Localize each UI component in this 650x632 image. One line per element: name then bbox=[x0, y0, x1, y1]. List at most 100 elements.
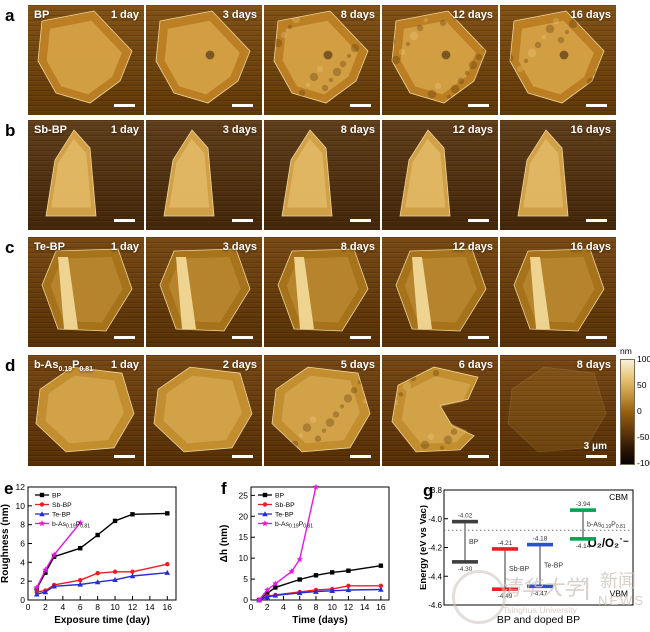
scale-bar bbox=[350, 104, 371, 107]
afm-flake bbox=[153, 366, 253, 453]
day-label: 16 days bbox=[570, 241, 611, 253]
scale-bar bbox=[232, 219, 253, 222]
data-point-marker bbox=[95, 570, 100, 576]
y-tick-label: 10 bbox=[239, 553, 249, 563]
afm-image-c4: 12 days bbox=[382, 237, 498, 347]
afm-flake bbox=[281, 129, 333, 217]
colorbar-tick-label: -50 bbox=[637, 432, 650, 442]
data-point-marker bbox=[77, 581, 84, 587]
flake-highlight bbox=[169, 138, 210, 208]
colorbar-gradient bbox=[620, 359, 635, 465]
legend-label: BP bbox=[275, 493, 285, 500]
legend-marker bbox=[262, 492, 268, 498]
data-point-marker bbox=[33, 584, 40, 591]
data-point-marker bbox=[345, 587, 352, 593]
scale-bar bbox=[350, 219, 371, 222]
cbm-level-bar bbox=[492, 547, 518, 551]
scale-bar-label: 3 μm bbox=[583, 441, 607, 452]
y-tick-label: 2 bbox=[20, 576, 25, 586]
vbm-value: -4.49 bbox=[498, 593, 513, 600]
y-tick-label: -4.2 bbox=[428, 544, 442, 553]
x-tick-label: 2 bbox=[43, 602, 48, 612]
afm-image-a4: 12 days bbox=[382, 5, 498, 115]
afm-image-a2: 3 days bbox=[146, 5, 262, 115]
scale-bar bbox=[232, 104, 253, 107]
afm-flake bbox=[35, 366, 135, 453]
afm-flake bbox=[159, 248, 251, 332]
x-tick-label: 0 bbox=[26, 602, 31, 612]
data-point-marker bbox=[77, 519, 84, 526]
y-tick-label: 0 bbox=[243, 595, 248, 605]
day-label: 16 days bbox=[570, 9, 611, 21]
cbm-value: -4.02 bbox=[458, 513, 473, 520]
y-tick-label: 0 bbox=[20, 595, 25, 605]
afm-flake bbox=[399, 129, 451, 217]
data-point-marker bbox=[78, 546, 83, 551]
scale-bar bbox=[468, 336, 489, 339]
x-tick-label: 16 bbox=[376, 602, 386, 612]
cbm-value: -3.94 bbox=[576, 501, 591, 508]
x-tick-label: 10 bbox=[110, 602, 120, 612]
cbm-value: -4.21 bbox=[498, 540, 513, 547]
afm-image-b1: Sb-BP 1 day bbox=[28, 120, 144, 230]
flake-ridge bbox=[412, 257, 432, 329]
x-tick-label: 2 bbox=[265, 602, 270, 612]
y-axis-title: Δh (nm) bbox=[219, 525, 230, 563]
data-point-marker bbox=[255, 596, 263, 603]
y-axis-title: Energy (eV vs Vac) bbox=[420, 505, 429, 590]
panel-letter-b: b bbox=[5, 121, 16, 140]
data-point-marker bbox=[129, 573, 136, 579]
vbm-value: -4.47 bbox=[533, 590, 548, 597]
series-line bbox=[36, 572, 168, 595]
afm-image-a5: 16 days bbox=[500, 5, 616, 115]
y-tick-label: -4.4 bbox=[428, 572, 442, 581]
legend-marker bbox=[39, 502, 45, 507]
x-tick-label: 6 bbox=[297, 602, 302, 612]
panel-letter-g: g bbox=[423, 481, 434, 500]
day-label: 1 day bbox=[110, 241, 139, 253]
data-point-marker bbox=[94, 579, 101, 585]
y-tick-label: 12 bbox=[16, 482, 26, 492]
plot-frame bbox=[250, 486, 390, 601]
day-label: 1 day bbox=[110, 359, 139, 371]
flake-highlight bbox=[518, 20, 594, 95]
data-point-marker bbox=[130, 512, 135, 517]
cbm-level-bar bbox=[527, 542, 553, 547]
day-label: 6 days bbox=[458, 359, 493, 371]
material-label: Te-BP bbox=[34, 241, 65, 253]
y-axis-title: Roughness (nm) bbox=[0, 504, 11, 583]
afm-flake bbox=[273, 10, 369, 104]
data-point-marker bbox=[33, 591, 40, 597]
legend-marker bbox=[261, 520, 269, 527]
x-axis-title: Exposure time (day) bbox=[54, 615, 150, 626]
day-label: 12 days bbox=[452, 9, 493, 21]
flake-highlight bbox=[163, 375, 242, 444]
scale-bar bbox=[468, 104, 489, 107]
x-tick-label: 4 bbox=[281, 602, 286, 612]
vbm-level-bar bbox=[452, 560, 478, 564]
x-tick-label: 10 bbox=[327, 602, 337, 612]
flake-highlight bbox=[281, 375, 360, 444]
vbm-level-bar bbox=[570, 537, 596, 541]
series-line bbox=[258, 588, 381, 601]
level-name: BP bbox=[469, 539, 479, 546]
scale-bar bbox=[350, 336, 371, 339]
afm-image-d1: b-As0.19P0.81 1 day bbox=[28, 355, 144, 466]
afm-flake bbox=[391, 10, 487, 104]
x-tick-label: 12 bbox=[128, 602, 138, 612]
data-point-marker bbox=[112, 518, 118, 524]
afm-image-c3: 8 days bbox=[264, 237, 380, 347]
day-label: 12 days bbox=[452, 124, 493, 136]
afm-image-c1: Te-BP 1 day bbox=[28, 237, 144, 347]
day-label: 8 days bbox=[340, 241, 375, 253]
afm-image-a3: 8 days bbox=[264, 5, 380, 115]
x-tick-label: 6 bbox=[78, 602, 83, 612]
x-axis-title: Time (days) bbox=[292, 615, 347, 626]
scale-bar bbox=[114, 104, 135, 107]
data-point-marker bbox=[112, 576, 118, 582]
x-tick-label: 14 bbox=[360, 602, 370, 612]
afm-flake bbox=[395, 248, 487, 332]
afm-flake bbox=[41, 248, 133, 332]
panel-letter-f: f bbox=[221, 479, 227, 498]
y-tick-label: -4.6 bbox=[428, 601, 442, 610]
